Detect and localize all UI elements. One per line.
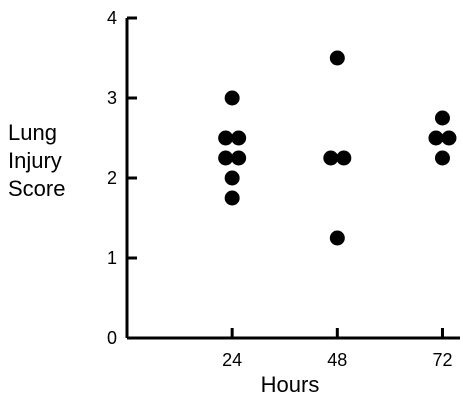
y-ticks: 0 1 2 3 4 [107, 8, 137, 348]
data-point [336, 150, 352, 166]
data-point [434, 110, 450, 126]
data-point [323, 150, 339, 166]
y-tick-label: 0 [107, 328, 117, 348]
data-point [224, 170, 240, 186]
axes [125, 18, 460, 340]
data-points [218, 50, 457, 246]
y-tick-label: 2 [107, 168, 117, 188]
y-axis-label-line: Lung [8, 120, 57, 145]
y-tick-label: 3 [107, 88, 117, 108]
data-point [434, 150, 450, 166]
x-ticks: 24 48 72 [222, 328, 452, 370]
data-point [231, 130, 247, 146]
data-point [329, 230, 345, 246]
y-tick-label: 4 [107, 8, 117, 28]
x-axis-label: Hours [261, 372, 320, 397]
data-point [428, 130, 444, 146]
x-tick-label: 24 [222, 350, 242, 370]
y-tick-label: 1 [107, 248, 117, 268]
y-axis-label: Lung Injury Score [8, 120, 65, 201]
data-point [231, 150, 247, 166]
y-axis-label-line: Score [8, 176, 65, 201]
data-point [224, 90, 240, 106]
data-point [441, 130, 457, 146]
data-point [218, 150, 234, 166]
x-tick-label: 72 [432, 350, 452, 370]
data-point [218, 130, 234, 146]
x-tick-label: 48 [327, 350, 347, 370]
data-point [224, 190, 240, 206]
y-axis-label-line: Injury [8, 148, 62, 173]
data-point [329, 50, 345, 66]
